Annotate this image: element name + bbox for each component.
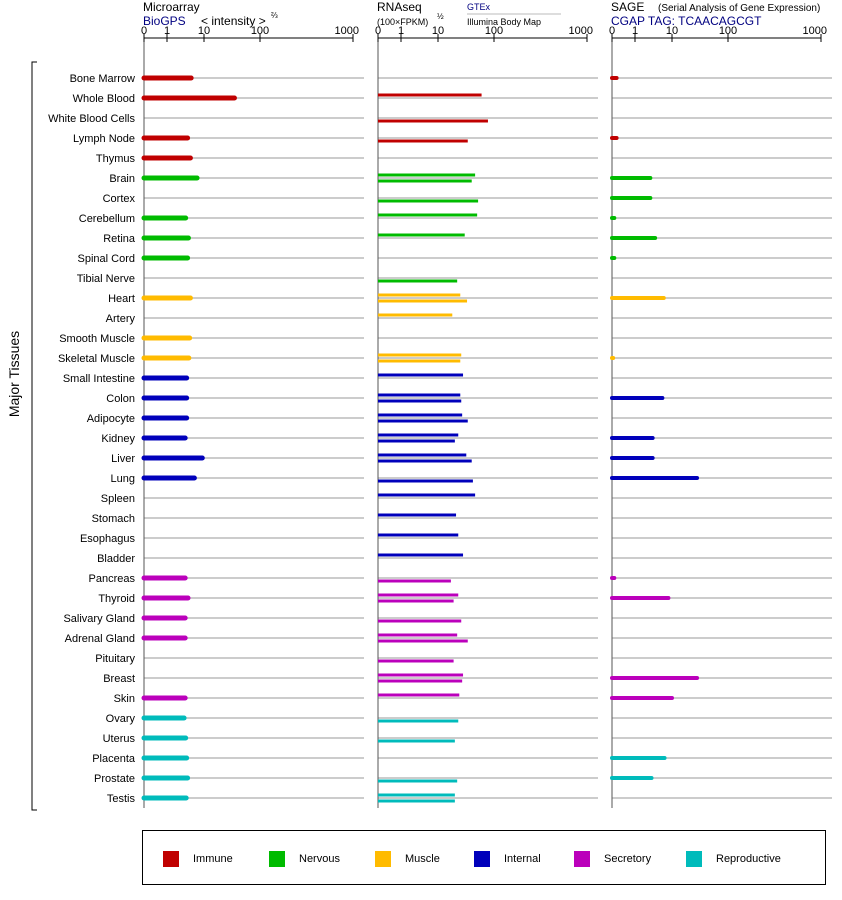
tissue-label: Uterus xyxy=(103,733,136,745)
sage-note: (Serial Analysis of Gene Expression) xyxy=(658,3,820,14)
tissue-label: Thyroid xyxy=(98,593,135,605)
x-tick-label: 0 xyxy=(375,25,381,37)
x-tick-label: 1 xyxy=(632,25,638,37)
body-map-label: Illumina Body Map xyxy=(467,17,541,27)
rnaseq-title: RNAseq xyxy=(377,0,422,14)
immune-swatch xyxy=(163,851,179,867)
intensity-exponent: ⅔ xyxy=(271,11,278,20)
tissue-label: White Blood Cells xyxy=(48,113,135,125)
x-tick-label: 1000 xyxy=(335,25,359,37)
legend-item-internal: Internal xyxy=(474,850,541,868)
legend-label-nervous: Nervous xyxy=(299,853,340,865)
muscle-swatch xyxy=(375,851,391,867)
sage-header: SAGE (Serial Analysis of Gene Expression… xyxy=(611,0,820,28)
tissue-label: Bone Marrow xyxy=(70,73,135,85)
reproductive-swatch xyxy=(686,851,702,867)
x-tick-label: 1 xyxy=(398,25,404,37)
tissue-label: Kidney xyxy=(101,433,135,445)
tissue-label: Brain xyxy=(109,173,135,185)
tissue-label: Liver xyxy=(111,453,135,465)
biogps-subtitle: BioGPS xyxy=(143,14,186,28)
legend-label-internal: Internal xyxy=(504,853,541,865)
tissue-label: Stomach xyxy=(92,513,135,525)
microarray-title: Microarray xyxy=(143,0,200,14)
bars-layer xyxy=(141,75,700,803)
tissue-label: Prostate xyxy=(94,773,135,785)
nervous-swatch xyxy=(269,851,285,867)
tissue-label: Salivary Gland xyxy=(63,613,135,625)
legend-label-reproductive: Reproductive xyxy=(716,853,781,865)
tissue-label: Lung xyxy=(111,473,135,485)
tissue-label: Whole Blood xyxy=(73,93,135,105)
fpkm-exponent: ½ xyxy=(437,12,444,21)
x-tick-label: 100 xyxy=(485,25,503,37)
axes-layer: 0 1 10 100 1000 0 1 10 100 1000 0 1 10 100 1000 xyxy=(141,25,827,808)
tissue-label: Bladder xyxy=(97,553,135,565)
tissue-label: Lymph Node xyxy=(73,133,135,145)
legend: Immune Nervous Muscle Internal Secretory… xyxy=(142,830,826,885)
tissue-label: Spinal Cord xyxy=(78,253,135,265)
cgap-tag: CGAP TAG: TCAACAGCGT xyxy=(611,14,762,28)
x-tick-label: 1000 xyxy=(803,25,827,37)
tissue-label: Thymus xyxy=(96,153,136,165)
tissue-label: Tibial Nerve xyxy=(77,273,135,285)
gtex-label: GTEx xyxy=(467,2,491,12)
microarray-header: Microarray BioGPS < intensity > ⅔ xyxy=(143,0,278,28)
tissue-label: Artery xyxy=(106,313,136,325)
x-tick-label: 100 xyxy=(251,25,269,37)
intensity-annotation: < intensity > xyxy=(201,14,266,28)
tissue-label: Smooth Muscle xyxy=(59,333,135,345)
y-axis-title: Major Tissues xyxy=(6,331,22,417)
legend-item-immune: Immune xyxy=(163,850,233,868)
tissue-label: Breast xyxy=(103,673,135,685)
sage-title: SAGE xyxy=(611,0,644,14)
tissue-label: Pancreas xyxy=(89,573,136,585)
tissue-label: Spleen xyxy=(101,493,135,505)
tissue-label: Esophagus xyxy=(80,533,136,545)
tissue-label: Skeletal Muscle xyxy=(58,353,135,365)
tissue-label: Ovary xyxy=(106,713,136,725)
x-tick-label: 0 xyxy=(141,25,147,37)
tissue-label: Retina xyxy=(103,233,136,245)
tissue-label: Placenta xyxy=(92,753,136,765)
rows-layer: Bone Marrow Whole Blood White Blood Cells L… xyxy=(48,73,832,805)
rnaseq-header: RNAseq (100×FPKM) ½ GTEx Illumina Body M… xyxy=(377,0,561,27)
legend-item-muscle: Muscle xyxy=(375,850,440,868)
y-axis-bracket xyxy=(31,61,37,811)
x-tick-label: 1000 xyxy=(569,25,593,37)
legend-label-muscle: Muscle xyxy=(405,853,440,865)
tissue-label: Small Intestine xyxy=(63,373,135,385)
internal-swatch xyxy=(474,851,490,867)
tissue-label: Colon xyxy=(106,393,135,405)
legend-item-reproductive: Reproductive xyxy=(686,850,781,868)
tissue-label: Adrenal Gland xyxy=(65,633,135,645)
legend-label-secretory: Secretory xyxy=(604,853,652,865)
tissue-label: Adipocyte xyxy=(87,413,135,425)
x-tick-label: 10 xyxy=(432,25,444,37)
x-tick-label: 0 xyxy=(609,25,615,37)
tissue-label: Heart xyxy=(108,293,135,305)
tissue-label: Skin xyxy=(114,693,135,705)
x-tick-label: 100 xyxy=(719,25,737,37)
legend-item-secretory: Secretory xyxy=(574,850,651,868)
x-tick-label: 1 xyxy=(164,25,170,37)
tissue-label: Cortex xyxy=(103,193,136,205)
tissue-label: Cerebellum xyxy=(79,213,135,225)
tissue-label: Pituitary xyxy=(95,653,135,665)
fpkm-subtitle: (100×FPKM) xyxy=(377,17,428,27)
secretory-swatch xyxy=(574,851,590,867)
x-tick-label: 10 xyxy=(198,25,210,37)
x-tick-label: 10 xyxy=(666,25,678,37)
legend-label-immune: Immune xyxy=(193,853,233,865)
tissue-label: Testis xyxy=(107,793,136,805)
legend-item-nervous: Nervous xyxy=(269,850,340,868)
